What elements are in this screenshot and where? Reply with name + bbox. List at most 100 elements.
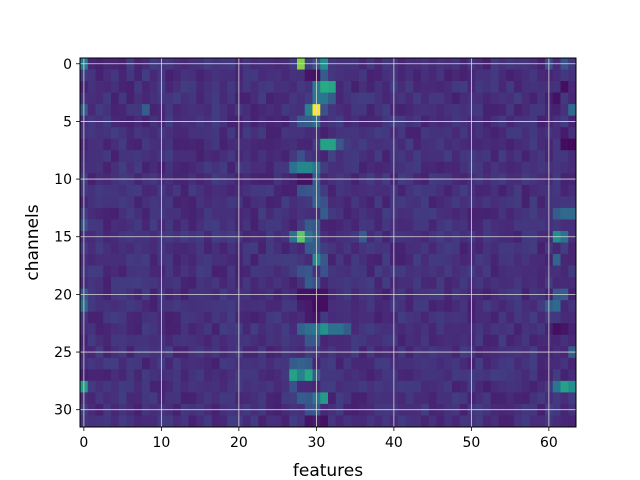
heatmap-cell <box>227 334 236 347</box>
heatmap-cell <box>514 380 523 393</box>
heatmap-cell <box>328 150 337 163</box>
heatmap-cell <box>382 184 391 197</box>
heatmap-cell <box>459 300 468 313</box>
heatmap-cell <box>351 265 360 278</box>
heatmap-cell <box>568 300 577 313</box>
heatmap-cell <box>95 207 104 220</box>
heatmap-cell <box>568 161 577 174</box>
heatmap-cell <box>111 81 120 93</box>
heatmap-cell <box>560 392 569 405</box>
heatmap-cell <box>165 265 174 278</box>
heatmap-cell <box>343 104 352 117</box>
heatmap-cell <box>87 184 96 197</box>
heatmap-cell <box>459 92 468 105</box>
heatmap-cell <box>514 69 523 82</box>
heatmap-cell <box>219 254 228 266</box>
heatmap-cell <box>328 207 337 220</box>
heatmap-cell <box>258 265 267 278</box>
heatmap-cell <box>444 415 453 428</box>
heatmap-cell <box>521 138 530 151</box>
heatmap-cell <box>242 311 251 324</box>
heatmap-cell <box>173 380 182 393</box>
heatmap-cell <box>281 380 290 393</box>
heatmap-cell <box>506 196 515 209</box>
heatmap-cell <box>250 104 259 117</box>
heatmap-cell <box>289 81 298 93</box>
x-axis-label: features <box>293 461 363 480</box>
heatmap-cell <box>173 311 182 324</box>
heatmap-cell <box>273 323 282 336</box>
heatmap-cell <box>436 254 445 266</box>
heatmap-cell <box>227 196 236 209</box>
heatmap-cell <box>328 265 337 278</box>
heatmap-cell <box>421 161 430 174</box>
heatmap-cell <box>359 357 368 370</box>
heatmap-cell <box>475 92 484 105</box>
heatmap-cell <box>521 127 530 140</box>
heatmap-cell <box>134 415 143 428</box>
heatmap-cell <box>118 104 127 117</box>
heatmap-cell <box>490 127 499 140</box>
heatmap-cell <box>475 380 484 393</box>
heatmap-cell <box>374 323 383 336</box>
heatmap-cell <box>537 92 546 105</box>
heatmap-cell <box>111 242 120 255</box>
heatmap-cell <box>421 392 430 405</box>
heatmap-cell <box>529 415 538 428</box>
heatmap-cell <box>196 323 205 336</box>
heatmap-cell <box>211 81 220 93</box>
heatmap-cell <box>335 69 344 82</box>
heatmap-cell <box>281 207 290 220</box>
heatmap-cell <box>273 104 282 117</box>
heatmap-cell <box>328 127 337 140</box>
heatmap-cell <box>521 81 530 93</box>
heatmap-cell <box>95 311 104 324</box>
heatmap-cell <box>149 161 158 174</box>
heatmap-cell <box>165 357 174 370</box>
heatmap-cell <box>281 150 290 163</box>
y-axis-label: channels <box>23 204 43 280</box>
heatmap-cell <box>560 415 569 428</box>
heatmap-cell <box>103 69 112 82</box>
heatmap-cell <box>180 69 189 82</box>
heatmap-cell <box>165 207 174 220</box>
heatmap-cell <box>436 150 445 163</box>
heatmap-cell <box>421 69 430 82</box>
heatmap-cell <box>173 277 182 290</box>
heatmap-cell <box>428 161 437 174</box>
heatmap-cell <box>498 69 507 82</box>
heatmap-cell <box>126 104 135 117</box>
heatmap-cell <box>436 138 445 151</box>
heatmap-cell <box>397 300 406 313</box>
heatmap-cell <box>498 392 507 405</box>
heatmap-cell <box>335 92 344 105</box>
heatmap-cell <box>343 207 352 220</box>
heatmap-cell <box>444 254 453 266</box>
heatmap-cell <box>196 150 205 163</box>
heatmap-cell <box>297 92 306 105</box>
heatmap-cell <box>506 92 515 105</box>
heatmap-cell <box>568 104 577 117</box>
heatmap-cell <box>304 369 313 382</box>
heatmap-cell <box>374 207 383 220</box>
heatmap-cell <box>126 127 135 140</box>
heatmap-cell <box>320 196 329 209</box>
heatmap-cell <box>552 277 561 290</box>
heatmap-cell <box>320 357 329 370</box>
heatmap-cell <box>514 81 523 93</box>
heatmap-cell <box>529 357 538 370</box>
heatmap-cell <box>242 92 251 105</box>
heatmap-cell <box>413 392 422 405</box>
heatmap-cell <box>289 254 298 266</box>
heatmap-cell <box>552 161 561 174</box>
heatmap-cell <box>343 311 352 324</box>
heatmap-cell <box>227 380 236 393</box>
heatmap-cell <box>366 219 375 232</box>
heatmap-cell <box>149 415 158 428</box>
heatmap-cell <box>258 196 267 209</box>
heatmap-cell <box>436 392 445 405</box>
heatmap-cell <box>219 150 228 163</box>
heatmap-cell <box>304 334 313 347</box>
heatmap-cell <box>118 150 127 163</box>
heatmap-cell <box>242 277 251 290</box>
